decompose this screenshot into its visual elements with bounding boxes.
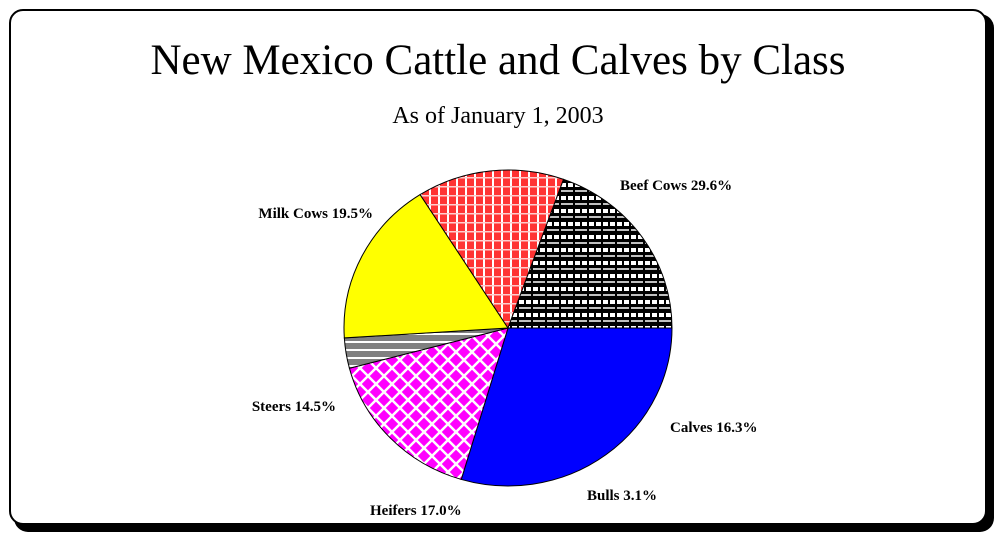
slice-label-bulls: Bulls 3.1% xyxy=(587,488,657,504)
slice-label-heifers: Heifers 17.0% xyxy=(370,503,462,519)
pie-labels: Beef Cows 29.6% Calves 16.3% Bulls 3.1% Hei… xyxy=(252,178,758,519)
pie-slice-steers xyxy=(419,169,565,330)
pie-slice-calves xyxy=(348,327,509,481)
slice-label-milk: Milk Cows 19.5% xyxy=(258,206,373,222)
pie-slices xyxy=(343,169,673,487)
pie-slice-heifers xyxy=(343,193,509,339)
slice-label-calves: Calves 16.3% xyxy=(670,420,758,436)
chart-title: New Mexico Cattle and Calves by Class xyxy=(150,37,846,84)
chart-subtitle: As of January 1, 2003 xyxy=(392,103,604,129)
pie-slice-milk xyxy=(507,178,673,329)
slice-label-steers: Steers 14.5% xyxy=(252,399,336,415)
pie-slice-beef xyxy=(460,327,673,487)
slice-label-beef: Beef Cows 29.6% xyxy=(620,178,732,194)
